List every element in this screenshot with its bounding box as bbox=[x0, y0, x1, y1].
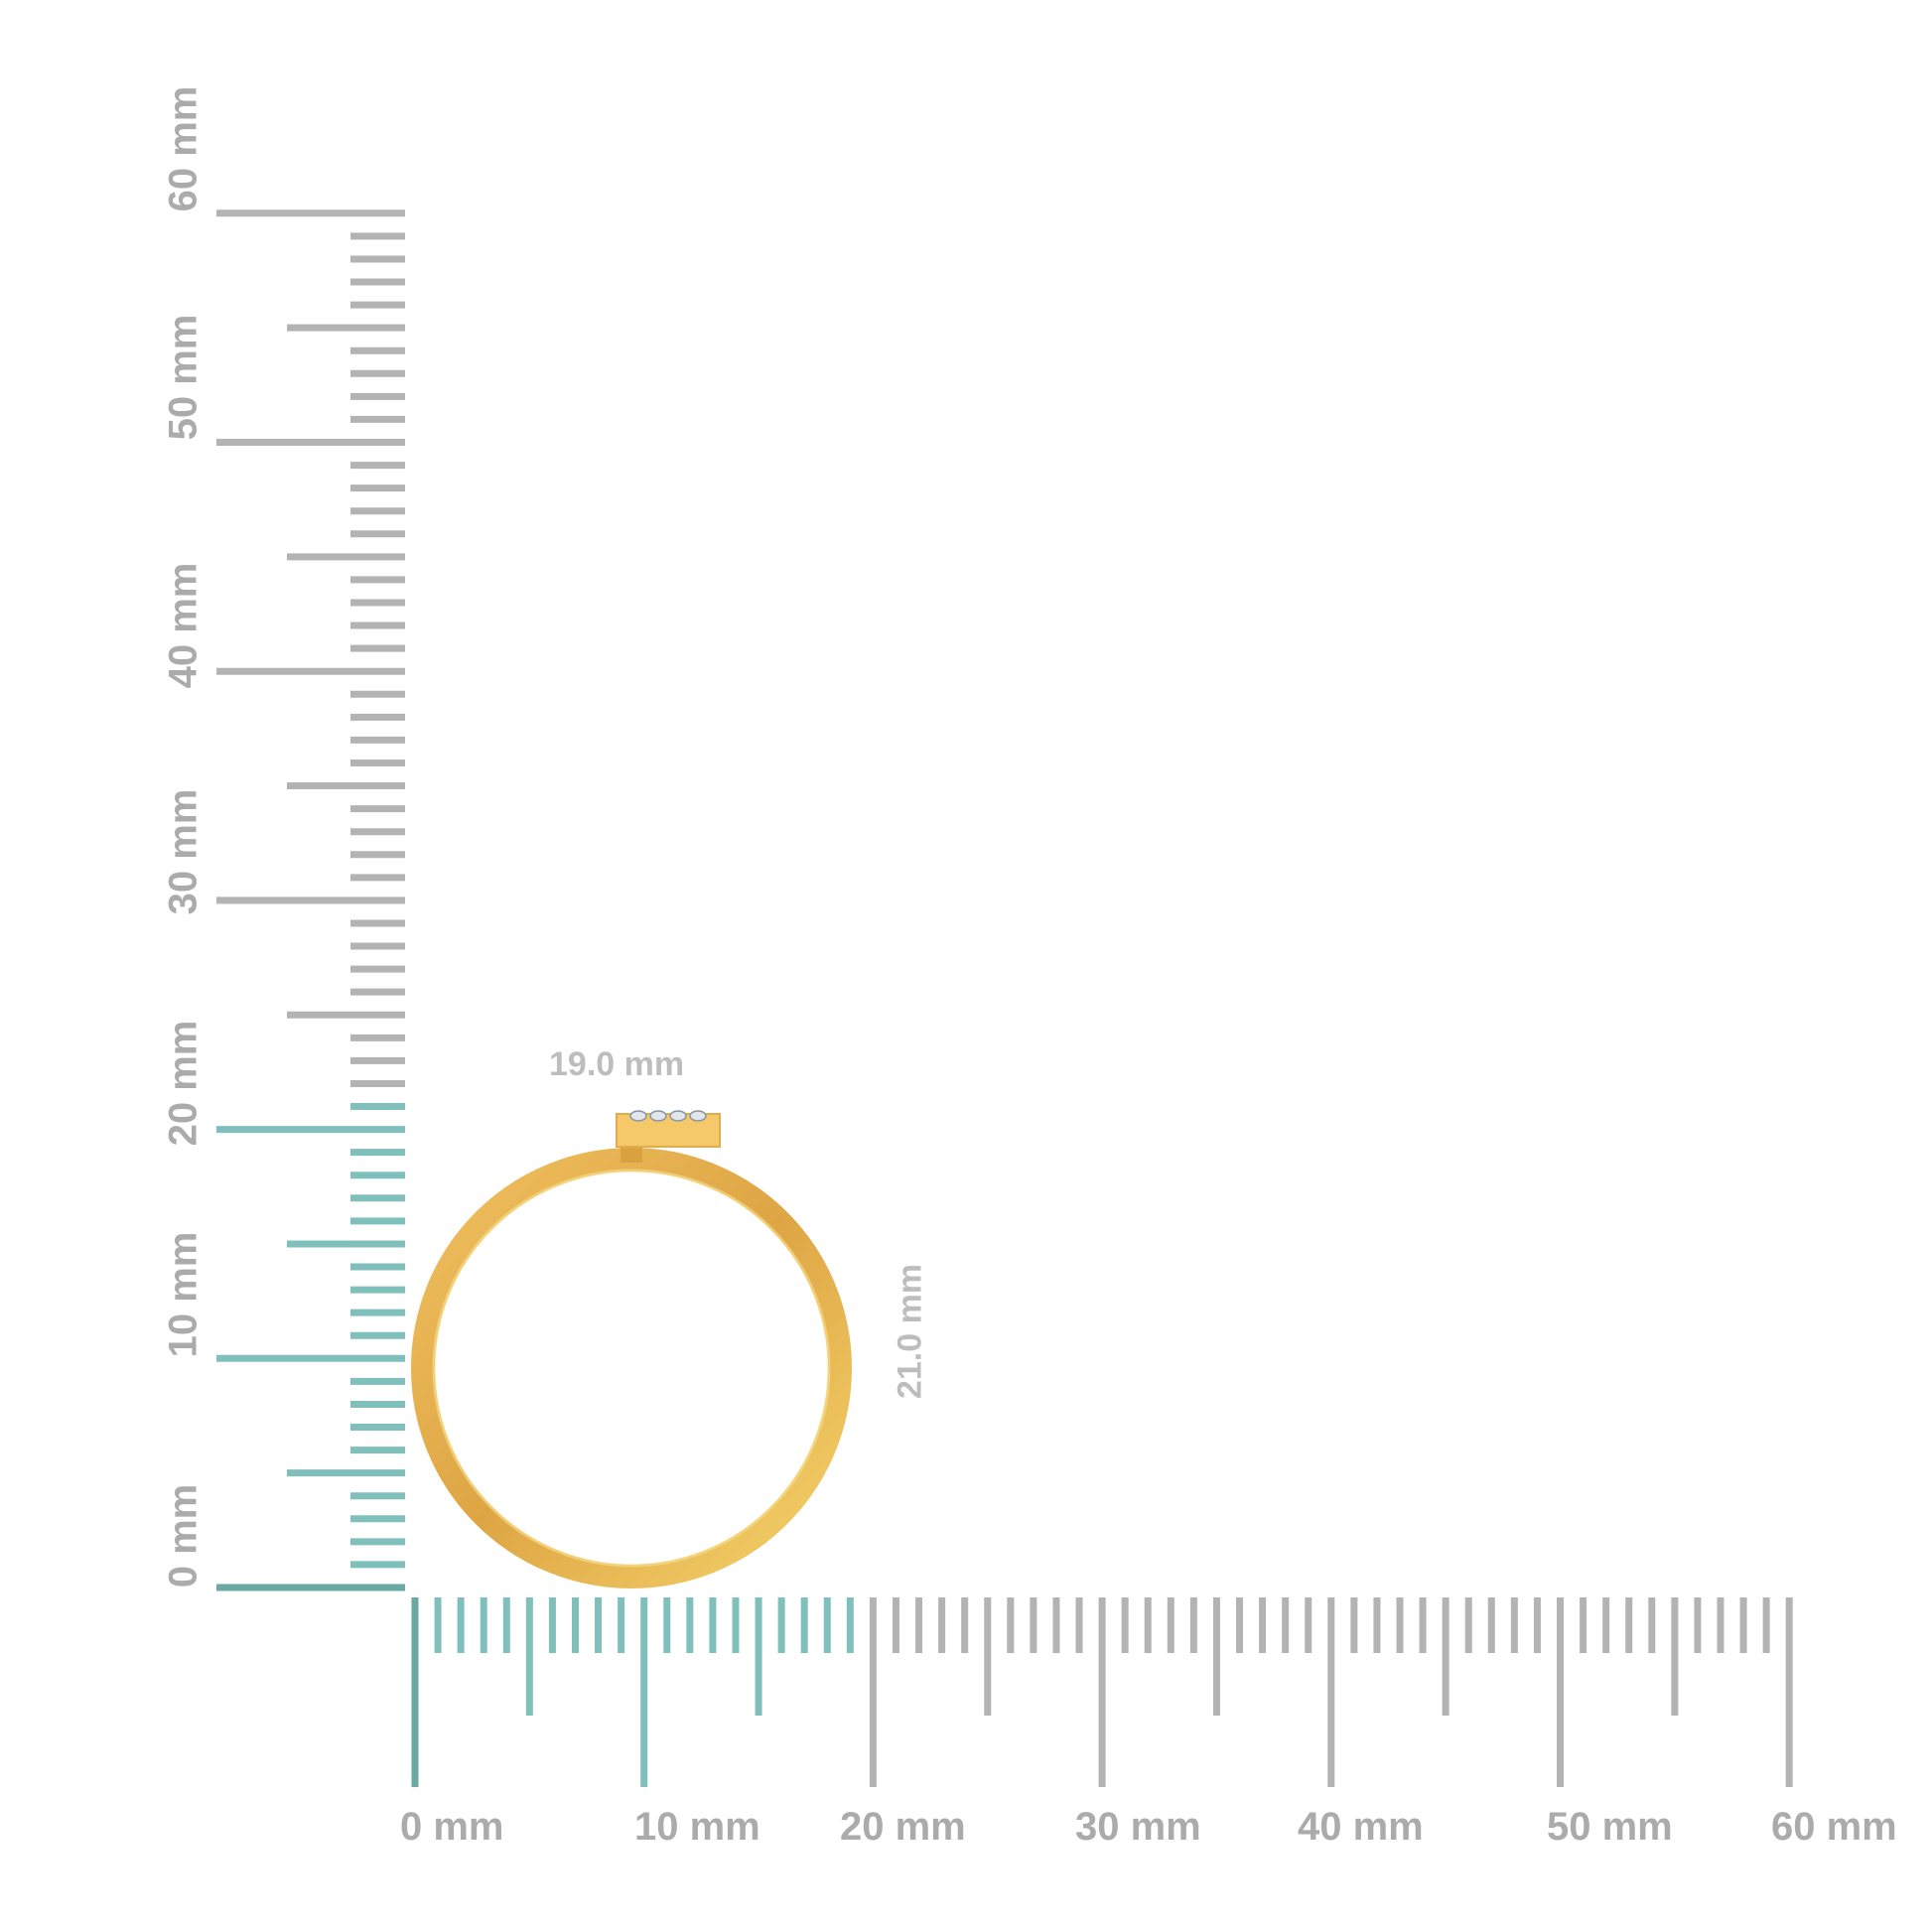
vertical-ruler-label: 30 mm bbox=[161, 788, 206, 915]
stones bbox=[629, 1110, 707, 1122]
horizontal-ruler-label: 0 mm bbox=[400, 1805, 504, 1849]
diamond-stone bbox=[629, 1110, 647, 1122]
ring bbox=[411, 1110, 852, 1588]
height-dimension-label: 21.0 mm bbox=[891, 1263, 929, 1400]
horizontal-ruler-label: 20 mm bbox=[840, 1805, 966, 1849]
horizontal-ruler-label: 50 mm bbox=[1547, 1805, 1673, 1849]
width-dimension-label: 19.0 mm bbox=[549, 1045, 685, 1083]
horizontal-ruler-label: 60 mm bbox=[1771, 1805, 1897, 1849]
ring-inner-highlight bbox=[432, 1169, 831, 1568]
vertical-ruler-label: 0 mm bbox=[161, 1483, 206, 1588]
diamond-stone bbox=[689, 1110, 707, 1122]
diamond-stone bbox=[669, 1110, 687, 1122]
horizontal-ruler-label: 10 mm bbox=[634, 1805, 760, 1849]
vertical-ruler bbox=[216, 209, 405, 1591]
horizontal-ruler-label: 30 mm bbox=[1075, 1805, 1201, 1849]
horizontal-ruler-label: 40 mm bbox=[1298, 1805, 1424, 1849]
diamond-stone bbox=[649, 1110, 667, 1122]
ring-shank-join bbox=[621, 1147, 642, 1163]
vertical-ruler-label: 40 mm bbox=[161, 562, 206, 689]
vertical-ruler-label: 50 mm bbox=[161, 314, 206, 441]
vertical-ruler-label: 60 mm bbox=[161, 85, 206, 212]
vertical-ruler-label: 20 mm bbox=[161, 1020, 206, 1147]
vertical-ruler-label: 10 mm bbox=[161, 1231, 206, 1358]
ring-band bbox=[411, 1148, 852, 1588]
horizontal-ruler bbox=[411, 1597, 1793, 1787]
